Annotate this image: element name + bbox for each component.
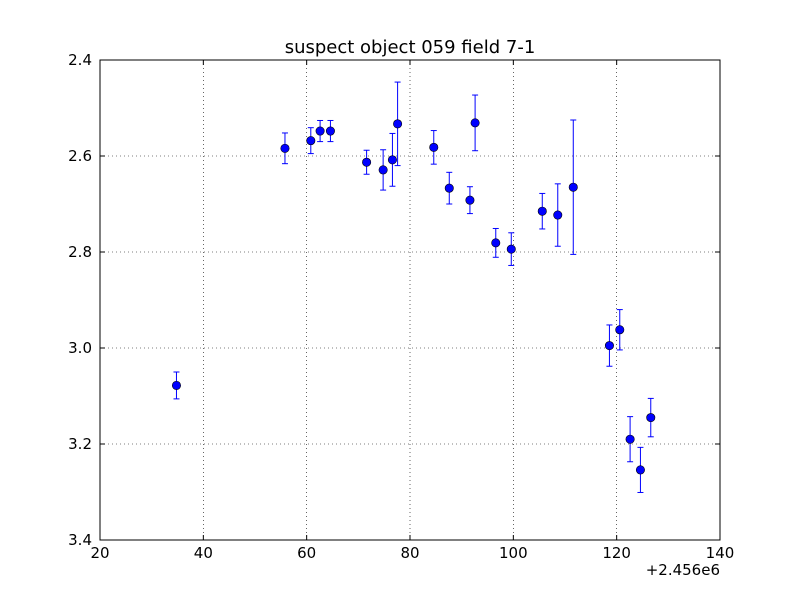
data-marker xyxy=(646,413,656,423)
data-marker xyxy=(315,126,325,136)
data-point xyxy=(537,192,547,230)
data-point xyxy=(171,371,181,400)
x-tick-label: 80 xyxy=(400,544,419,562)
data-point xyxy=(387,132,397,187)
data-series xyxy=(171,81,656,493)
data-marker xyxy=(444,183,454,193)
data-marker xyxy=(604,341,614,351)
data-point xyxy=(315,119,325,143)
data-marker xyxy=(393,119,403,129)
data-marker xyxy=(280,143,290,153)
data-marker xyxy=(306,136,316,146)
y-tick-label: 3.0 xyxy=(68,339,92,357)
y-tick-label: 2.6 xyxy=(68,147,92,165)
data-point xyxy=(362,149,372,175)
data-point xyxy=(306,127,316,155)
data-point xyxy=(444,171,454,205)
x-tick-label: 40 xyxy=(194,544,213,562)
data-marker xyxy=(537,206,547,216)
x-tick-label: 20 xyxy=(90,544,109,562)
data-point xyxy=(646,397,656,438)
x-tick-label: 120 xyxy=(602,544,631,562)
data-marker xyxy=(171,380,181,390)
data-point xyxy=(625,416,635,463)
data-point xyxy=(615,309,625,351)
data-point xyxy=(604,324,614,367)
data-marker xyxy=(568,182,578,192)
data-marker xyxy=(625,434,635,444)
y-tick-label: 3.2 xyxy=(68,435,92,453)
data-point xyxy=(506,232,516,266)
data-marker xyxy=(378,165,388,175)
data-point xyxy=(280,132,290,165)
data-marker xyxy=(465,195,475,205)
data-point xyxy=(553,183,563,247)
data-marker xyxy=(362,157,372,167)
y-tick-label: 3.4 xyxy=(68,531,92,549)
y-tick-label: 2.4 xyxy=(68,51,92,69)
x-tick-label: 100 xyxy=(499,544,528,562)
grid xyxy=(100,60,720,540)
data-point xyxy=(491,227,501,258)
data-point xyxy=(325,119,335,143)
data-marker xyxy=(429,142,439,152)
x-tick-label: 60 xyxy=(297,544,316,562)
data-marker xyxy=(387,155,397,165)
chart-title: suspect object 059 field 7-1 xyxy=(285,37,536,58)
data-point xyxy=(378,149,388,191)
data-point xyxy=(568,119,578,255)
data-marker xyxy=(470,118,480,128)
data-point xyxy=(465,186,475,215)
x-tick-label: 140 xyxy=(706,544,735,562)
x-offset-label: +2.456e6 xyxy=(646,561,720,579)
data-marker xyxy=(635,465,645,475)
data-marker xyxy=(325,126,335,136)
data-marker xyxy=(491,238,501,248)
data-point xyxy=(635,446,645,493)
y-tick-label: 2.8 xyxy=(68,243,92,261)
axis-ticks xyxy=(99,59,721,541)
data-marker xyxy=(506,244,516,254)
data-point xyxy=(470,94,480,152)
data-point xyxy=(393,81,403,167)
data-point xyxy=(429,130,439,165)
data-marker xyxy=(553,210,563,220)
tick-labels: 20 40 60 80 100 120 140 2.4 2.6 2.8 3.0 3.2 3.4 xyxy=(68,51,734,562)
data-marker xyxy=(615,325,625,335)
